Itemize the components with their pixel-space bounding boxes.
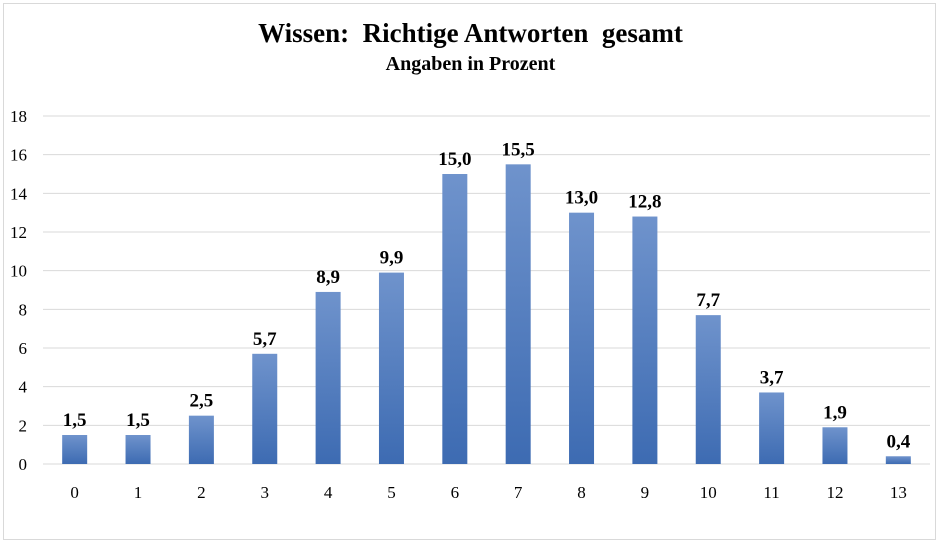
y-tick-label: 16	[10, 146, 27, 165]
bar-value-label: 1,9	[823, 402, 847, 423]
x-tick-label: 1	[134, 483, 143, 502]
y-tick-label: 0	[19, 455, 28, 474]
chart-title: Wissen: Richtige Antworten gesamt	[258, 18, 683, 48]
bar	[569, 212, 595, 464]
x-tick-label: 13	[890, 483, 907, 502]
x-tick-label: 3	[261, 483, 270, 502]
bar-value-label: 13,0	[565, 188, 598, 209]
bar	[252, 353, 278, 464]
bars	[62, 164, 911, 465]
x-tick-label: 4	[324, 483, 333, 502]
x-tick-label: 12	[826, 483, 843, 502]
bar	[885, 456, 911, 464]
chart-subtitle: Angaben in Prozent	[385, 53, 556, 75]
y-tick-label: 8	[19, 300, 28, 319]
x-tick-label: 10	[700, 483, 717, 502]
bar	[125, 435, 151, 464]
bar	[505, 164, 531, 465]
bar	[822, 427, 848, 464]
data-labels: 1,5 1,5 2,5 5,7 8,9 9,9 15,0 15,5 13,0 12,8 7,7 3,7…	[63, 139, 911, 452]
bar	[62, 435, 88, 464]
y-tick-label: 18	[10, 107, 27, 126]
bar	[315, 291, 341, 464]
y-tick-label: 2	[19, 416, 28, 435]
bar	[695, 315, 721, 464]
x-tick-label: 0	[70, 483, 79, 502]
bar-value-label: 1,5	[63, 410, 87, 431]
bar-value-label: 12,8	[628, 192, 661, 213]
y-tick-label: 4	[19, 378, 28, 397]
bar-value-label: 7,7	[696, 290, 720, 311]
x-tick-label: 2	[197, 483, 206, 502]
bar-value-label: 8,9	[316, 267, 340, 288]
bar	[632, 216, 658, 464]
x-tick-label: 8	[577, 483, 586, 502]
y-tick-label: 10	[10, 262, 27, 281]
bar-value-label: 3,7	[760, 367, 784, 388]
bar-value-label: 2,5	[190, 391, 214, 412]
x-tick-label: 11	[763, 483, 779, 502]
x-axis-ticks: 0 1 2 3 4 5 6 7 8 9 10 11 12 13	[70, 483, 906, 502]
x-tick-label: 7	[514, 483, 523, 502]
bar-value-label: 9,9	[380, 248, 404, 269]
bar	[442, 174, 468, 464]
bar-value-label: 0,4	[886, 431, 910, 452]
x-tick-label: 5	[387, 483, 396, 502]
y-tick-label: 6	[19, 339, 28, 358]
bar-value-label: 15,0	[438, 149, 471, 170]
y-tick-label: 14	[10, 184, 28, 203]
y-axis-ticks: 0 2 4 6 8 10 12 14 16 18	[10, 107, 28, 474]
bar	[759, 392, 785, 464]
bar-value-label: 1,5	[126, 410, 150, 431]
bar	[188, 415, 214, 464]
x-tick-label: 6	[451, 483, 460, 502]
bar-value-label: 5,7	[253, 329, 277, 350]
bar	[378, 272, 404, 464]
gridlines	[43, 115, 930, 426]
x-tick-label: 9	[641, 483, 650, 502]
y-tick-label: 12	[10, 223, 27, 242]
bar-value-label: 15,5	[502, 139, 535, 160]
